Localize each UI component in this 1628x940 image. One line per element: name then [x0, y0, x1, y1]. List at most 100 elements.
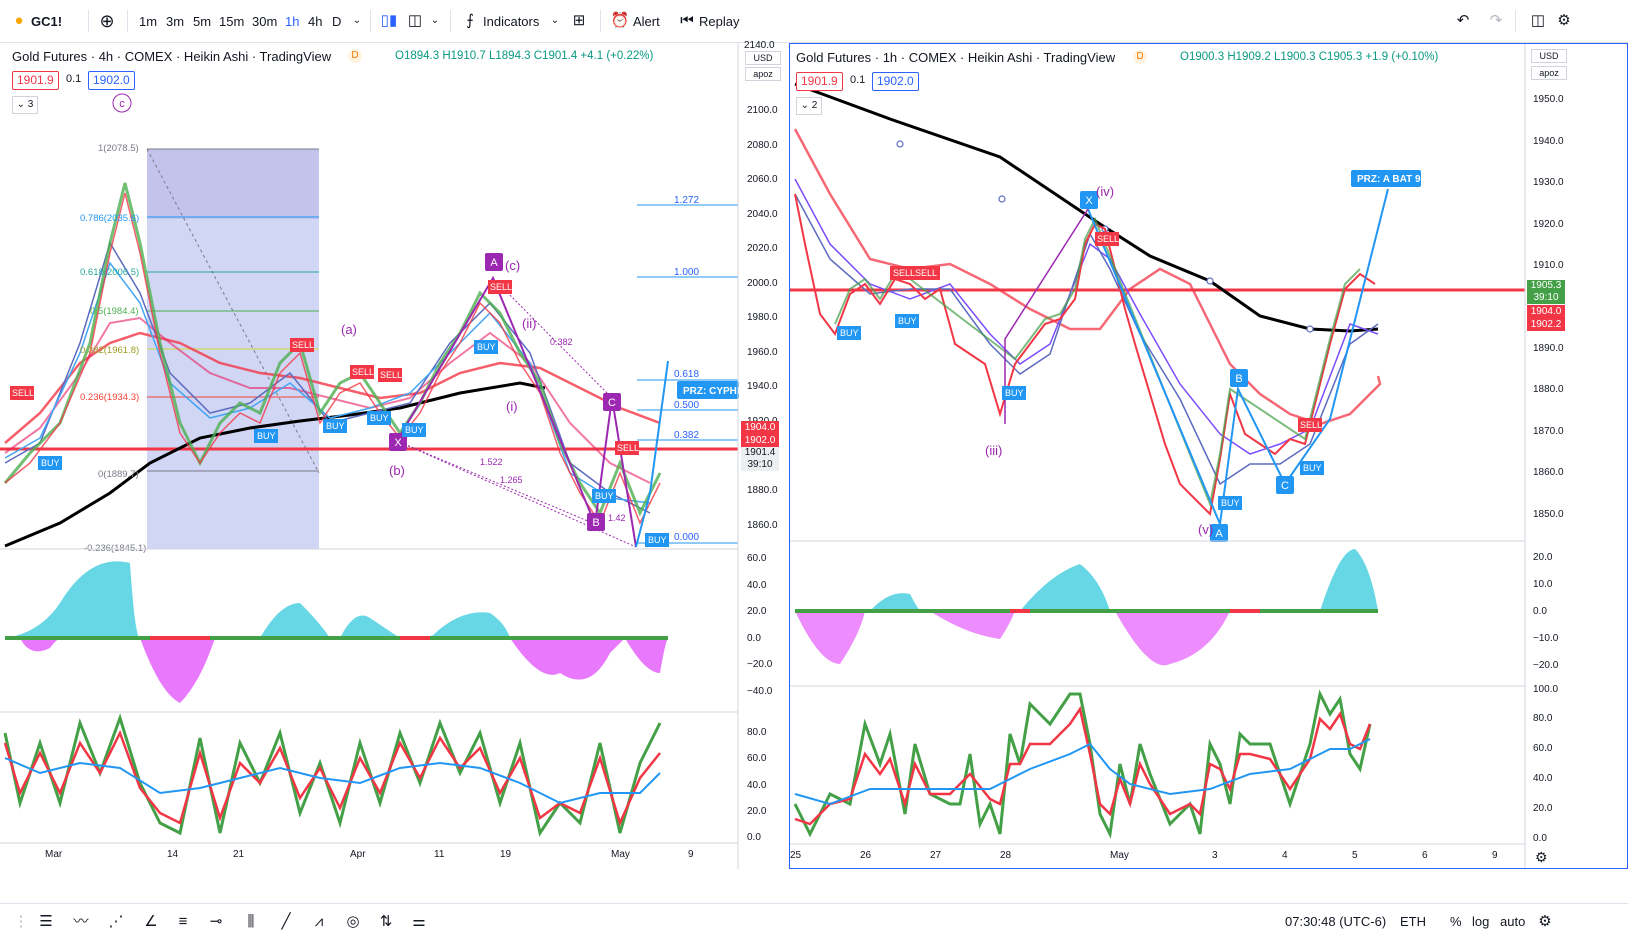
- wave-label-c: (c): [505, 258, 520, 273]
- svg-text:BUY: BUY: [41, 458, 60, 468]
- horizontal-lines-icon[interactable]: ☰: [39, 913, 53, 930]
- fib-spiral-icon[interactable]: ◎: [346, 913, 360, 930]
- chart-settings-gear-icon[interactable]: ⚙: [1535, 849, 1548, 865]
- replay-button[interactable]: Replay: [699, 14, 740, 29]
- right-last-price-tag: 1905.3 39:10: [1527, 280, 1565, 304]
- fib-label-0: 0(1889.7): [98, 469, 139, 480]
- svg-text:BUY: BUY: [326, 421, 345, 431]
- vertical-lines-icon[interactable]: ⫼: [247, 913, 255, 930]
- right-time-axis[interactable]: 25 26 27 28 May 3 4 5 6 9: [790, 850, 1498, 861]
- wave-label-i: (i): [506, 399, 518, 414]
- left-chart-title: Gold Futures · 4h · COMEX · Heikin Ashi …: [12, 49, 332, 64]
- pattern-label-x: X: [1085, 195, 1093, 207]
- percent-scale-button[interactable]: %: [1450, 914, 1462, 929]
- drag-handle-icon[interactable]: ⋮: [13, 913, 29, 930]
- interval-1h[interactable]: 1h: [285, 14, 300, 29]
- interval-15m[interactable]: 15m: [219, 14, 245, 29]
- chevron-down-icon[interactable]: ⌄: [550, 15, 560, 26]
- elliott-wave-icon[interactable]: 〰: [73, 913, 89, 930]
- left-last-price-tag: 1901.4 39:10: [741, 447, 779, 471]
- symbol-button[interactable]: GC1!: [31, 14, 63, 29]
- undo-icon[interactable]: ↶: [1456, 12, 1470, 29]
- scale-mode-select[interactable]: apoz: [1531, 66, 1567, 80]
- settings-sliders-icon[interactable]: ⚌: [412, 913, 426, 930]
- ratio-label-1272: 1.272: [674, 195, 699, 206]
- settings-gear-icon[interactable]: ⚙: [1557, 12, 1571, 29]
- svg-text:SELL: SELL: [352, 367, 374, 377]
- currency-select[interactable]: USD: [1531, 49, 1567, 63]
- pattern-icon[interactable]: ⩘: [314, 913, 324, 930]
- interval-d[interactable]: D: [332, 14, 342, 29]
- fib-label-0618: 0.618(2006.5): [80, 267, 139, 278]
- right-spread: 0.1: [850, 74, 866, 86]
- alert-icon[interactable]: ⏰: [610, 12, 630, 29]
- fib-retracement-icon[interactable]: ≡: [178, 913, 188, 930]
- pattern-label-a: A: [490, 257, 498, 269]
- right-ask-button[interactable]: 1902.0: [872, 72, 919, 91]
- indicators-icon[interactable]: ⨍: [466, 12, 474, 29]
- chevron-down-icon[interactable]: ⌄: [430, 15, 440, 26]
- fib-label-05: 0.5(1984.4): [90, 306, 139, 317]
- fib-label-1: 1(2078.5): [98, 143, 139, 154]
- left-bid-button[interactable]: 1901.9: [12, 71, 59, 90]
- left-ask-button[interactable]: 1902.0: [88, 71, 135, 90]
- pattern-points: [1080, 191, 1294, 542]
- chevron-down-icon: ⌄: [16, 99, 26, 110]
- svg-text:SELL: SELL: [617, 443, 639, 453]
- abcd-pattern-icon[interactable]: ⋰: [108, 913, 124, 930]
- right-chart-pane[interactable]: X A B C (iv) (iii) (v) PRZ: A BAT 9 SELL…: [789, 43, 1628, 869]
- right-ohlc: O1900.3 H1909.2 L1900.3 C1905.3 +1.9 (+0…: [1180, 51, 1439, 63]
- session-button[interactable]: ETH: [1400, 914, 1426, 929]
- ratio-label-0500: 0.500: [674, 400, 699, 411]
- left-price-tag-red-bottom: 1902.0: [741, 434, 779, 447]
- pattern-ratio-1522: 1.522: [480, 457, 503, 467]
- layout-split-icon[interactable]: ◫: [1530, 12, 1546, 29]
- horizontal-ray-icon[interactable]: ⊸: [209, 913, 223, 930]
- left-price-axis[interactable]: 2140.0 USD apoz 2100.0 2080.0 2060.0 204…: [741, 40, 788, 869]
- redo-icon[interactable]: ↷: [1489, 12, 1503, 29]
- moving-average-200: [4, 381, 546, 548]
- interval-30m[interactable]: 30m: [252, 14, 278, 29]
- currency-select[interactable]: USD: [745, 51, 781, 65]
- clock-time[interactable]: 07:30:48 (UTC-6): [1285, 914, 1387, 929]
- interval-1m[interactable]: 1m: [139, 14, 158, 29]
- trend-line-icon[interactable]: ╱: [281, 913, 291, 930]
- right-bid-button[interactable]: 1901.9: [796, 72, 843, 91]
- ratio-label-1000: 1.000: [674, 267, 699, 278]
- svg-text:BUY: BUY: [1005, 388, 1024, 398]
- right-chart-canvas[interactable]: X A B C (iv) (iii) (v) PRZ: A BAT 9 SELL…: [790, 44, 1627, 868]
- fib-label-0236: 0.236(1934.3): [80, 392, 139, 403]
- interval-3m[interactable]: 3m: [166, 14, 185, 29]
- interval-4h[interactable]: 4h: [308, 14, 323, 29]
- left-time-axis[interactable]: Mar 14 21 Apr 11 19 May 9: [45, 849, 694, 860]
- replay-icon[interactable]: ⏮: [680, 12, 694, 29]
- right-price-axis[interactable]: USD apoz 1950.0 1940.0 1930.0 1920.0 191…: [1527, 44, 1627, 868]
- oscillator-histogram: [5, 561, 668, 703]
- candle-style-icon[interactable]: ◫: [407, 12, 423, 29]
- auto-scale-button[interactable]: auto: [1500, 914, 1526, 929]
- svg-text:BUY: BUY: [257, 431, 276, 441]
- log-scale-button[interactable]: log: [1472, 914, 1490, 929]
- alert-button[interactable]: Alert: [633, 14, 660, 29]
- left-collapse-indicators-button[interactable]: ⌄ 3: [12, 96, 38, 114]
- right-collapse-indicators-button[interactable]: ⌄ 2: [796, 97, 822, 115]
- chevron-down-icon[interactable]: ⌄: [352, 15, 362, 26]
- add-symbol-icon[interactable]: ⊕: [99, 11, 115, 31]
- right-price-tag-red-top: 1904.0: [1527, 305, 1565, 318]
- settings-gear-icon[interactable]: ⚙: [1538, 913, 1552, 930]
- indicators-button[interactable]: Indicators: [483, 14, 540, 29]
- prz-label: PRZ: CYPHER: [683, 386, 752, 397]
- wave-label-circle-c: c: [119, 98, 125, 110]
- svg-text:SELL: SELL: [12, 388, 34, 398]
- layouts-icon[interactable]: ⊞: [572, 12, 586, 29]
- left-price-tag-red-top: 1904.0: [741, 421, 779, 434]
- left-chart-canvas[interactable]: A X B C (a) (b) (c) (i) (ii) c 1(2078.5)…: [0, 43, 788, 869]
- left-chart-pane[interactable]: A X B C (a) (b) (c) (i) (ii) c 1(2078.5)…: [0, 40, 788, 869]
- interval-5m[interactable]: 5m: [193, 14, 212, 29]
- chevron-down-icon: ⌄: [800, 100, 810, 111]
- long-position-icon[interactable]: ⇅: [379, 913, 393, 930]
- trend-angle-icon[interactable]: ∠: [144, 913, 158, 930]
- bar-style-icon[interactable]: ▯▮: [380, 12, 398, 29]
- scale-mode-select[interactable]: apoz: [745, 67, 781, 81]
- signal-markers: SELL SELL SELL SELL SELL SELL BUY BUY BU…: [10, 280, 669, 547]
